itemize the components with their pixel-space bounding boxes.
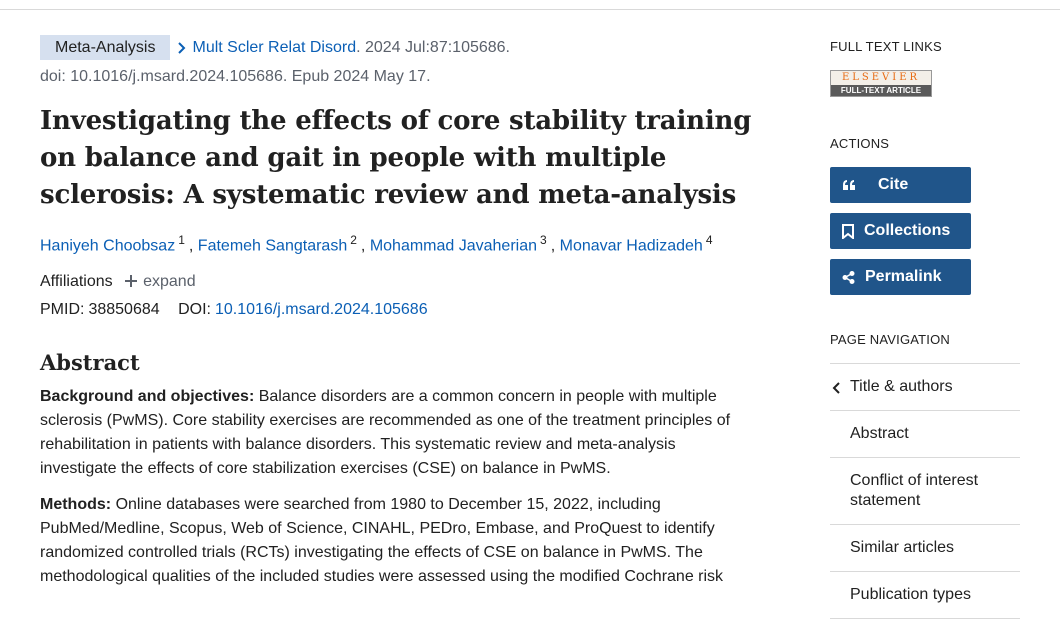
doi-link[interactable]: 10.1016/j.msard.2024.105686 [214, 301, 428, 319]
identifiers: PMID: 38850684 DOI: 10.1016/j.msard.2024.1… [40, 298, 752, 322]
section-label: Methods: [40, 496, 112, 514]
separator: , [550, 237, 556, 255]
affiliation-number: 1 [178, 233, 185, 247]
page-navigation: Title & authors Abstract Conflict of int… [830, 363, 1020, 619]
affiliation-number: 4 [705, 233, 713, 247]
citation: Meta-Analysis Mult Scler Relat Disord. 20… [40, 33, 752, 91]
quote-icon [843, 180, 855, 190]
abstract-heading: Abstract [40, 350, 140, 376]
author[interactable]: Haniyeh Choobsaz [40, 237, 176, 255]
nav-label: Similar articles [850, 539, 955, 556]
nav-item[interactable]: Similar articles [830, 525, 1020, 572]
nav-item[interactable]: Abstract [830, 411, 1020, 458]
page-navigation-heading: PAGE NAVIGATION [830, 332, 951, 347]
separator: , [360, 237, 366, 255]
abstract: Background and objectives: Balance disor… [40, 385, 752, 589]
logo-top: ELSEVIER [841, 72, 921, 83]
section-text: Online databases were searched from 1980… [40, 496, 724, 586]
journal-link[interactable]: Mult Scler Relat Disord [192, 39, 357, 56]
plus-icon [125, 275, 138, 288]
cite-button[interactable]: Cite [830, 167, 971, 203]
chevron-icon [178, 42, 186, 54]
collections-button[interactable]: Collections [830, 213, 971, 249]
nav-label: Title & authors [850, 378, 953, 395]
logo-bottom: FULL-TEXT ARTICLE [831, 85, 931, 96]
nav-label: Abstract [850, 425, 909, 442]
section-text: Balance disorders are a common concern i… [40, 388, 731, 478]
section-label: Background and objectives: [40, 388, 255, 406]
author[interactable]: Fatemeh Sangtarash [197, 237, 348, 255]
doi-line: doi: 10.1016/j.msard.2024.105686. Epub 2… [40, 68, 431, 85]
abstract-section: Background and objectives: Balance disor… [40, 385, 752, 481]
citation-details: . 2024 Jul:87:105686. [356, 39, 510, 56]
nav-item[interactable]: Conflict of interest statement [830, 458, 1020, 525]
affiliations: Affiliations expand [40, 270, 752, 294]
authors: Haniyeh Choobsaz 1, Fatemeh Sangtarash 2, … [40, 228, 752, 258]
affiliation-number: 2 [350, 233, 357, 247]
affiliation-number: 3 [540, 233, 547, 247]
nav-label: Conflict of interest statement [850, 472, 979, 509]
article: Meta-Analysis Mult Scler Relat Disord. 20… [40, 33, 752, 601]
nav-label: Publication types [850, 586, 971, 603]
abstract-section: Methods: Online databases were searched … [40, 493, 752, 589]
author[interactable]: Mohammad Javaherian [369, 237, 538, 255]
permalink-button[interactable]: Permalink [830, 259, 971, 295]
top-border [0, 0, 1060, 10]
author[interactable]: Monavar Hadizadeh [559, 237, 703, 255]
button-label: Permalink [865, 268, 942, 285]
doi-label: DOI: [178, 301, 211, 319]
sidebar: FULL TEXT LINKS ELSEVIER FULL-TEXT ARTIC… [830, 40, 1020, 619]
affiliations-label: Affiliations [40, 273, 113, 291]
publication-type: Meta-Analysis [40, 35, 171, 60]
pmid-label: PMID: [40, 301, 85, 319]
elsevier-link[interactable]: ELSEVIER FULL-TEXT ARTICLE [830, 70, 932, 97]
pmid: 38850684 [88, 301, 160, 319]
chevron-icon [832, 382, 840, 394]
bookmark-icon [842, 223, 854, 239]
expand-label: expand [143, 273, 196, 291]
button-label: Cite [878, 176, 909, 193]
actions-heading: ACTIONS [830, 136, 890, 151]
article-title: Investigating the effects of core stabil… [40, 106, 752, 210]
separator: , [188, 237, 194, 255]
full-text-heading: FULL TEXT LINKS [830, 39, 942, 54]
nav-item[interactable]: Title & authors [830, 364, 1020, 411]
share-icon [842, 270, 855, 284]
expand-button[interactable]: expand [125, 273, 196, 290]
button-label: Collections [864, 222, 951, 239]
nav-item[interactable]: Publication types [830, 572, 1020, 619]
